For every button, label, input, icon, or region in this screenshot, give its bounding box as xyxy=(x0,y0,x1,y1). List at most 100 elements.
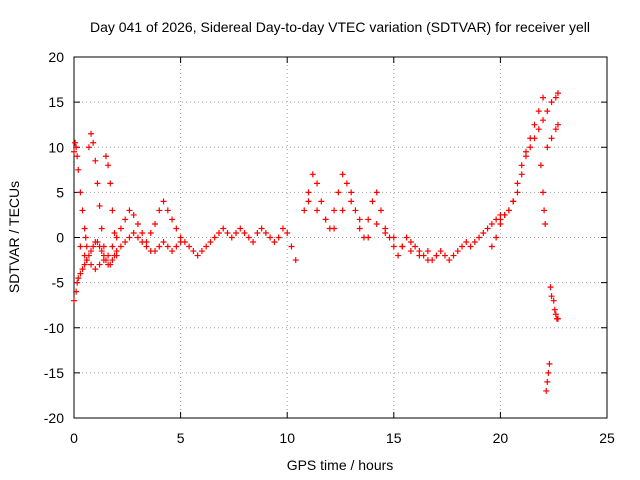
data-point xyxy=(241,229,248,236)
data-point xyxy=(105,162,112,169)
x-tick-label: 5 xyxy=(177,430,185,446)
data-point xyxy=(441,252,448,259)
data-point xyxy=(275,234,282,241)
data-point xyxy=(301,207,308,214)
data-point xyxy=(152,220,159,227)
data-point xyxy=(190,248,197,255)
data-point xyxy=(365,216,372,223)
grid xyxy=(74,57,607,418)
data-point xyxy=(437,248,444,255)
data-point xyxy=(551,306,558,313)
data-point xyxy=(83,257,90,264)
data-point xyxy=(109,207,116,214)
data-point xyxy=(348,189,355,196)
data-point xyxy=(267,234,274,241)
data-point xyxy=(75,275,82,282)
data-point xyxy=(98,248,105,255)
axis-ticks xyxy=(73,56,608,419)
data-point xyxy=(250,239,257,246)
data-point xyxy=(484,225,491,232)
data-point xyxy=(497,216,504,223)
data-point xyxy=(522,148,529,155)
data-point xyxy=(540,117,547,124)
data-point xyxy=(554,90,561,97)
series-trace-h xyxy=(537,162,561,394)
data-point xyxy=(454,248,461,255)
data-point xyxy=(331,225,338,232)
data-point xyxy=(480,229,487,236)
y-tick-label: -5 xyxy=(52,275,65,291)
series-trace-g xyxy=(497,94,561,223)
series-trace-c xyxy=(77,198,299,273)
data-point xyxy=(100,243,107,250)
data-point xyxy=(113,252,120,259)
data-point xyxy=(72,139,79,146)
data-point xyxy=(541,207,548,214)
data-point xyxy=(407,248,414,255)
data-point xyxy=(152,248,159,255)
data-point xyxy=(271,239,278,246)
data-point xyxy=(527,144,534,151)
data-point xyxy=(424,248,431,255)
data-point xyxy=(258,225,265,232)
data-point xyxy=(356,216,363,223)
y-tick-label: -10 xyxy=(44,320,64,336)
data-point xyxy=(501,211,508,218)
data-point xyxy=(471,239,478,246)
data-point xyxy=(85,144,92,151)
x-tick-label: 0 xyxy=(70,430,78,446)
data-point xyxy=(130,229,137,236)
data-point xyxy=(554,121,561,128)
data-point xyxy=(107,261,114,268)
data-point xyxy=(314,180,321,187)
data-point xyxy=(547,284,554,291)
data-point xyxy=(73,144,80,151)
data-point xyxy=(373,189,380,196)
data-point xyxy=(245,234,252,241)
series-trace-f xyxy=(488,90,561,250)
data-point xyxy=(198,248,205,255)
data-point xyxy=(550,297,557,304)
data-point xyxy=(113,234,120,241)
data-point xyxy=(77,270,84,277)
data-point xyxy=(488,220,495,227)
x-tick-label: 25 xyxy=(599,430,615,446)
data-point xyxy=(98,225,105,232)
data-point xyxy=(531,121,538,128)
data-point xyxy=(548,293,555,300)
data-point xyxy=(160,239,167,246)
data-point xyxy=(109,243,116,250)
series-trace-a xyxy=(71,229,184,304)
data-point xyxy=(373,220,380,227)
data-point xyxy=(309,171,316,178)
data-point xyxy=(88,130,95,137)
data-point xyxy=(510,198,517,205)
data-point xyxy=(254,229,261,236)
data-point xyxy=(96,261,103,268)
data-point xyxy=(81,261,88,268)
data-point xyxy=(90,243,97,250)
data-point xyxy=(318,198,325,205)
data-point xyxy=(535,108,542,115)
data-point xyxy=(147,229,154,236)
data-point xyxy=(305,198,312,205)
data-point xyxy=(544,108,551,115)
x-tick-label: 15 xyxy=(386,430,402,446)
data-point xyxy=(100,257,107,264)
x-tick-label: 20 xyxy=(493,430,509,446)
data-point xyxy=(433,252,440,259)
data-point xyxy=(390,234,397,241)
data-point xyxy=(545,369,552,376)
data-point xyxy=(90,139,97,146)
data-point xyxy=(211,234,218,241)
data-point xyxy=(134,234,141,241)
data-point xyxy=(164,243,171,250)
chart-title: Day 041 of 2026, Sidereal Day-to-day VTE… xyxy=(90,19,590,35)
data-point xyxy=(552,126,559,133)
data-point xyxy=(305,189,312,196)
data-point xyxy=(215,229,222,236)
plot-frame xyxy=(73,56,608,419)
x-tick-label: 10 xyxy=(279,430,295,446)
data-point xyxy=(292,257,299,264)
data-point xyxy=(173,225,180,232)
